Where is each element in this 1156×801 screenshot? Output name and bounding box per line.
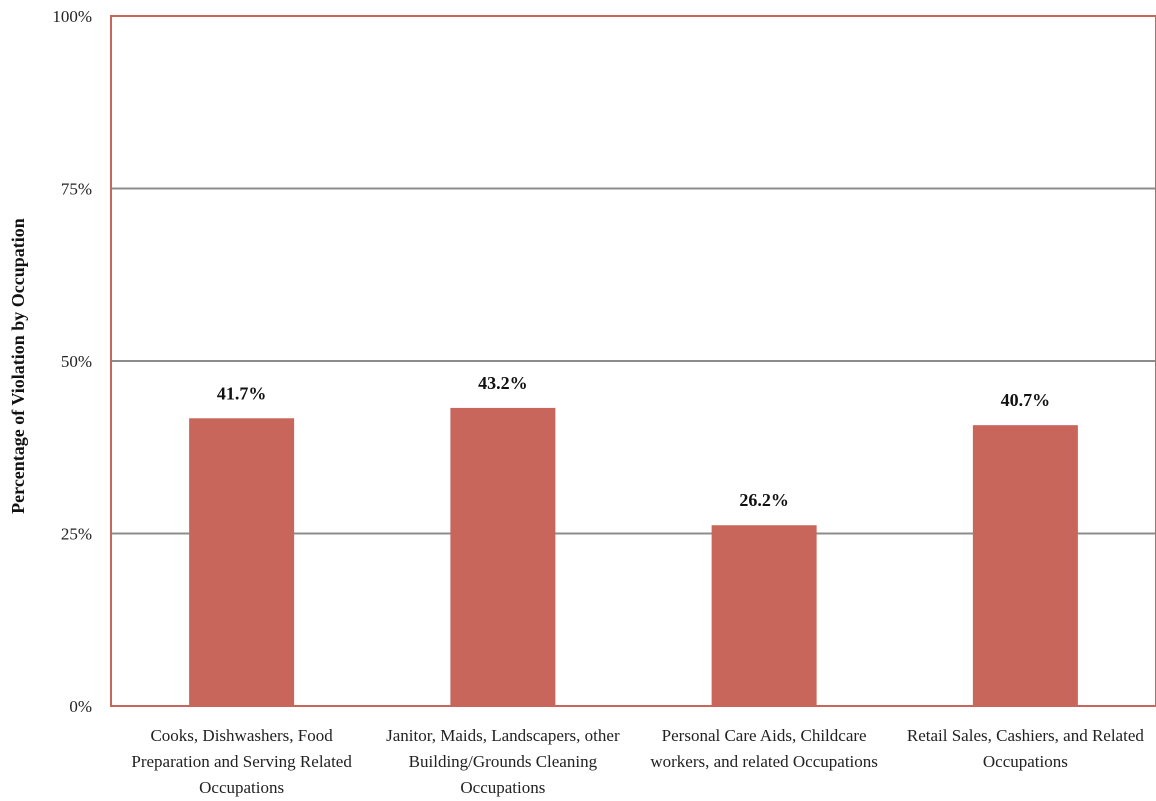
y-tick-label: 100%	[52, 7, 92, 26]
bars	[189, 407, 1078, 706]
plot-border	[110, 15, 1156, 707]
x-tick-label: Janitor, Maids, Landscapers, other Build…	[386, 726, 620, 797]
bar	[189, 418, 295, 706]
y-tick-labels: 0% 25% 50% 75% 100%	[52, 7, 92, 716]
data-label: 43.2%	[478, 373, 528, 393]
x-tick-label: Cooks, Dishwashers, Food Preparation and…	[131, 726, 352, 797]
x-tick-label: Personal Care Aids, Childcare workers, a…	[650, 726, 878, 771]
y-tick-label: 0%	[69, 697, 92, 716]
y-axis-title: Percentage of Violation by Occupation	[8, 218, 28, 514]
y-tick-label: 75%	[61, 180, 92, 199]
y-tick-label: 50%	[61, 352, 92, 371]
data-label: 41.7%	[217, 383, 267, 403]
data-label: 26.2%	[739, 490, 789, 510]
data-label: 40.7%	[1001, 390, 1051, 410]
data-labels: 41.7% 43.2% 26.2% 40.7%	[217, 373, 1050, 510]
bar	[711, 525, 817, 706]
y-tick-label: 25%	[61, 525, 92, 544]
bar	[972, 425, 1078, 706]
x-tick-label: Retail Sales, Cashiers, and Related Occu…	[906, 726, 1144, 771]
bar	[450, 407, 556, 706]
